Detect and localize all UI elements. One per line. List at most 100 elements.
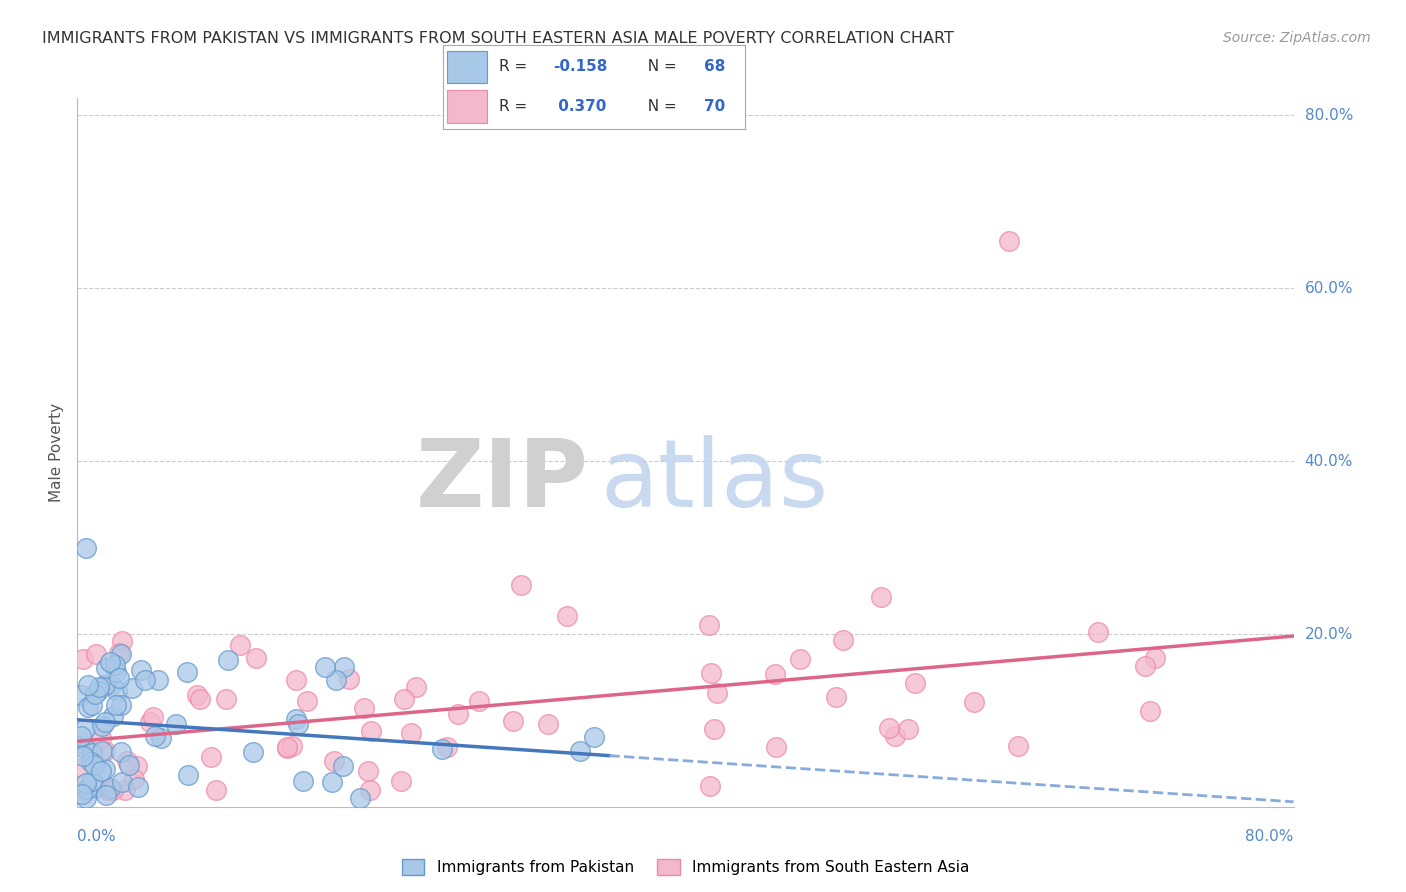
Point xyxy=(87,680,110,694)
Text: 70: 70 xyxy=(704,99,725,114)
Point xyxy=(70,729,93,743)
Text: 80.0%: 80.0% xyxy=(1305,108,1353,123)
Legend: Immigrants from Pakistan, Immigrants from South Eastern Asia: Immigrants from Pakistan, Immigrants fro… xyxy=(395,853,976,881)
Point xyxy=(176,665,198,679)
Point xyxy=(84,687,107,701)
Point xyxy=(904,676,927,690)
Point xyxy=(177,768,200,782)
Point xyxy=(569,744,592,758)
Text: ZIP: ZIP xyxy=(415,435,588,527)
Point xyxy=(76,743,98,757)
Point xyxy=(706,686,728,700)
Point xyxy=(165,716,187,731)
Point xyxy=(332,660,354,674)
Point xyxy=(139,715,162,730)
Point xyxy=(468,693,491,707)
Point xyxy=(200,750,222,764)
Text: 60.0%: 60.0% xyxy=(1305,281,1353,296)
Point xyxy=(69,739,91,753)
Text: 20.0%: 20.0% xyxy=(1305,627,1353,642)
Point xyxy=(94,763,117,777)
FancyBboxPatch shape xyxy=(447,90,486,122)
Point xyxy=(276,740,298,755)
Point xyxy=(125,759,148,773)
Point xyxy=(87,684,110,698)
Point xyxy=(765,740,787,755)
Point xyxy=(104,658,127,673)
Point xyxy=(349,790,371,805)
Point xyxy=(131,664,153,678)
Point xyxy=(84,648,107,662)
Point xyxy=(73,722,96,736)
Point xyxy=(97,783,120,797)
Point xyxy=(1139,704,1161,718)
Point xyxy=(83,758,105,772)
Point xyxy=(314,660,336,674)
Text: 0.370: 0.370 xyxy=(553,99,606,114)
Point xyxy=(107,671,129,685)
Point xyxy=(242,745,264,759)
Point xyxy=(94,714,117,729)
Point xyxy=(82,746,104,760)
Point xyxy=(110,647,132,661)
Point xyxy=(105,684,128,698)
Point xyxy=(94,678,117,692)
Point xyxy=(703,722,725,736)
Point xyxy=(229,638,252,652)
Point xyxy=(291,774,314,789)
Point xyxy=(357,764,380,779)
Point xyxy=(323,754,346,768)
Text: 40.0%: 40.0% xyxy=(1305,454,1353,469)
Point xyxy=(700,666,723,681)
Point xyxy=(118,758,141,772)
Point xyxy=(1133,659,1156,673)
Point xyxy=(295,693,318,707)
Text: 0.0%: 0.0% xyxy=(77,830,117,844)
Point xyxy=(391,774,413,789)
Text: N =: N = xyxy=(638,59,682,74)
Point xyxy=(405,680,427,694)
Point xyxy=(98,780,121,795)
Point xyxy=(217,653,239,667)
FancyBboxPatch shape xyxy=(447,51,486,83)
Point xyxy=(145,729,167,743)
Point xyxy=(115,754,138,768)
Point xyxy=(436,739,458,754)
Text: N =: N = xyxy=(638,99,682,114)
Point xyxy=(76,782,98,797)
Point xyxy=(72,652,94,666)
Point xyxy=(100,783,122,797)
Text: R =: R = xyxy=(499,99,531,114)
Point xyxy=(447,707,470,722)
Point xyxy=(555,608,578,623)
Point xyxy=(127,780,149,795)
Point xyxy=(77,700,100,714)
Point xyxy=(90,731,112,746)
Point xyxy=(70,787,93,801)
Point xyxy=(276,739,298,754)
Point xyxy=(883,729,905,743)
Point xyxy=(79,755,101,769)
Point xyxy=(399,725,422,739)
Point xyxy=(963,695,986,709)
Point xyxy=(91,744,114,758)
Point xyxy=(353,701,375,715)
Point xyxy=(75,541,97,555)
Point xyxy=(110,774,132,789)
Point xyxy=(897,722,920,736)
Point xyxy=(83,756,105,771)
Point xyxy=(94,661,117,675)
Text: R =: R = xyxy=(499,59,531,74)
Point xyxy=(90,764,112,779)
Point xyxy=(122,772,145,786)
Point xyxy=(121,681,143,695)
Point xyxy=(105,698,128,713)
Point xyxy=(72,761,94,775)
Text: atlas: atlas xyxy=(600,435,828,527)
Point xyxy=(150,731,173,746)
Point xyxy=(205,783,228,797)
Point xyxy=(110,698,132,712)
Point xyxy=(697,618,720,632)
Point xyxy=(72,783,94,797)
Point xyxy=(359,783,381,797)
